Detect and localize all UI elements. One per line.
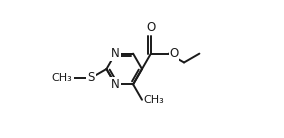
Text: S: S xyxy=(87,71,95,84)
Text: N: N xyxy=(111,47,120,60)
Text: O: O xyxy=(146,22,156,34)
Text: O: O xyxy=(169,47,179,60)
Text: N: N xyxy=(111,78,120,91)
Text: CH₃: CH₃ xyxy=(143,95,164,105)
Text: CH₃: CH₃ xyxy=(51,73,72,83)
